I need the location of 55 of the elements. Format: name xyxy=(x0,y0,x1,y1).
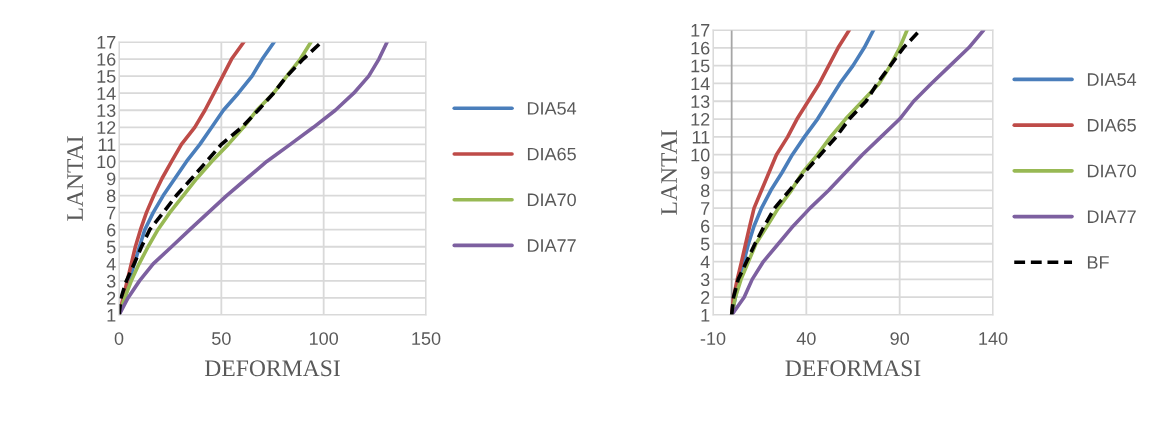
y-tick-label: 16 xyxy=(97,53,116,66)
y-tick-label: 1 xyxy=(107,309,116,322)
y-tick-label: 12 xyxy=(97,121,116,134)
y-tick-label: 9 xyxy=(701,166,710,180)
y-tick-label: 12 xyxy=(691,113,710,126)
y-tick-label: 6 xyxy=(107,223,116,237)
x-tick-label: 50 xyxy=(212,332,231,345)
x-tick-label: 90 xyxy=(890,332,909,345)
y-axis-title: LANTAI xyxy=(67,136,83,221)
y-tick-label: 5 xyxy=(700,237,710,251)
y-tick-label: 4 xyxy=(700,255,710,269)
x-tick-label: 40 xyxy=(796,332,816,345)
y-tick-label: 2 xyxy=(701,291,710,304)
legend-label: DIA65 xyxy=(527,147,576,161)
y-tick-label: 14 xyxy=(691,77,710,90)
legend-label: DIA70 xyxy=(527,193,576,207)
y-tick-label: 8 xyxy=(700,184,710,198)
y-tick-label: 15 xyxy=(691,59,710,73)
y-tick-label: 17 xyxy=(691,24,710,37)
legend-label: DIA77 xyxy=(527,239,576,252)
legend-label: DIA54 xyxy=(527,102,577,115)
y-tick-label: 1 xyxy=(701,309,710,322)
y-tick-label: 10 xyxy=(97,155,116,169)
x-tick-label: 0 xyxy=(114,332,124,345)
x-tick-label: 150 xyxy=(412,332,441,345)
y-tick-label: 17 xyxy=(97,36,116,49)
legend-label: DIA54 xyxy=(1087,73,1137,86)
y-tick-label: 6 xyxy=(701,219,710,233)
y-tick-label: 7 xyxy=(701,202,710,215)
x-tick-label: -10 xyxy=(700,332,726,345)
y-tick-label: 11 xyxy=(692,131,710,144)
y-tick-label: 2 xyxy=(107,291,116,305)
y-tick-label: 3 xyxy=(700,273,710,287)
legend-label: DIA77 xyxy=(1087,210,1136,223)
y-tick-label: 5 xyxy=(106,240,116,254)
x-tick-label: 100 xyxy=(309,332,339,345)
x-tick-label: 140 xyxy=(979,332,1008,345)
x-axis-title: DEFORMASI xyxy=(785,360,921,377)
y-tick-label: 8 xyxy=(106,189,116,203)
y-tick-label: 7 xyxy=(107,206,116,220)
y-tick-label: 11 xyxy=(98,138,116,151)
y-tick-label: 10 xyxy=(691,148,710,162)
y-axis-title: LANTAI xyxy=(661,130,677,215)
legend-label: DIA70 xyxy=(1087,164,1136,178)
y-tick-label: 9 xyxy=(107,172,116,186)
legend-label: BF xyxy=(1087,256,1109,269)
y-tick-label: 13 xyxy=(691,95,710,108)
y-tick-label: 13 xyxy=(97,104,116,117)
y-tick-label: 14 xyxy=(97,87,116,100)
y-tick-label: 16 xyxy=(691,41,710,55)
x-axis-title: DEFORMASI xyxy=(204,360,340,377)
y-tick-label: 3 xyxy=(106,274,116,288)
y-tick-label: 4 xyxy=(106,257,116,271)
legend-label: DIA65 xyxy=(1087,118,1136,132)
y-tick-label: 15 xyxy=(97,70,116,83)
